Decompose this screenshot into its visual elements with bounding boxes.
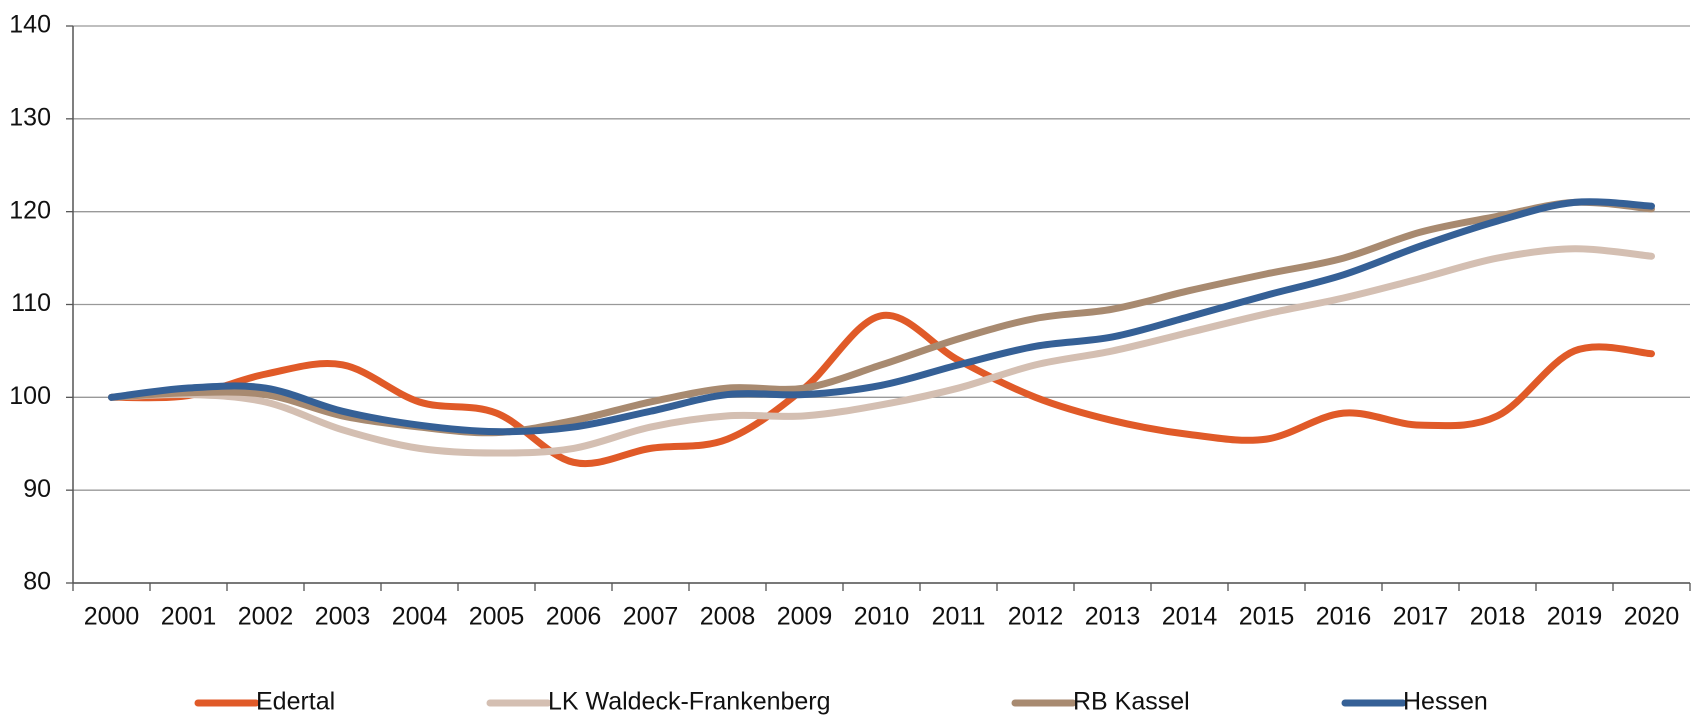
x-tick-label: 2010 — [854, 603, 910, 631]
x-tick-label: 2008 — [700, 603, 756, 631]
x-tick-label: 2009 — [777, 603, 833, 631]
legend-label: Edertal — [256, 688, 335, 716]
x-tick-label: 2018 — [1470, 603, 1526, 631]
line-series — [108, 311, 1655, 467]
x-tick-label: 2013 — [1085, 603, 1141, 631]
x-tick-label: 2001 — [161, 603, 217, 631]
x-tick-label: 2004 — [392, 603, 448, 631]
y-tick-label: 100 — [9, 382, 51, 410]
y-tick-label: 140 — [9, 11, 51, 39]
x-tick-label: 2020 — [1624, 603, 1680, 631]
line-series — [108, 198, 1655, 436]
line-series — [108, 198, 1655, 437]
x-tick-label: 2014 — [1162, 603, 1218, 631]
x-tick-label: 2012 — [1008, 603, 1064, 631]
x-tick-label: 2006 — [546, 603, 602, 631]
x-tick-label: 2002 — [238, 603, 294, 631]
legend-label: RB Kassel — [1073, 688, 1190, 716]
x-tick-label: 2011 — [932, 603, 986, 631]
x-tick-label: 2015 — [1239, 603, 1295, 631]
y-tick-label: 110 — [11, 289, 51, 317]
x-tick-label: 2007 — [623, 603, 679, 631]
x-tick-label: 2005 — [469, 603, 525, 631]
y-tick-label: 120 — [9, 196, 51, 224]
line-series — [108, 245, 1655, 457]
y-tick-label: 130 — [9, 103, 51, 131]
x-tick-label: 2003 — [315, 603, 371, 631]
x-tick-label: 2016 — [1316, 603, 1372, 631]
y-tick-label: 90 — [23, 475, 51, 503]
legend-label: LK Waldeck-Frankenberg — [548, 688, 831, 716]
y-tick-label: 80 — [23, 568, 51, 596]
x-tick-label: 2017 — [1393, 603, 1449, 631]
x-tick-label: 2019 — [1547, 603, 1603, 631]
legend-label: Hessen — [1403, 688, 1488, 716]
x-tick-label: 2000 — [84, 603, 140, 631]
